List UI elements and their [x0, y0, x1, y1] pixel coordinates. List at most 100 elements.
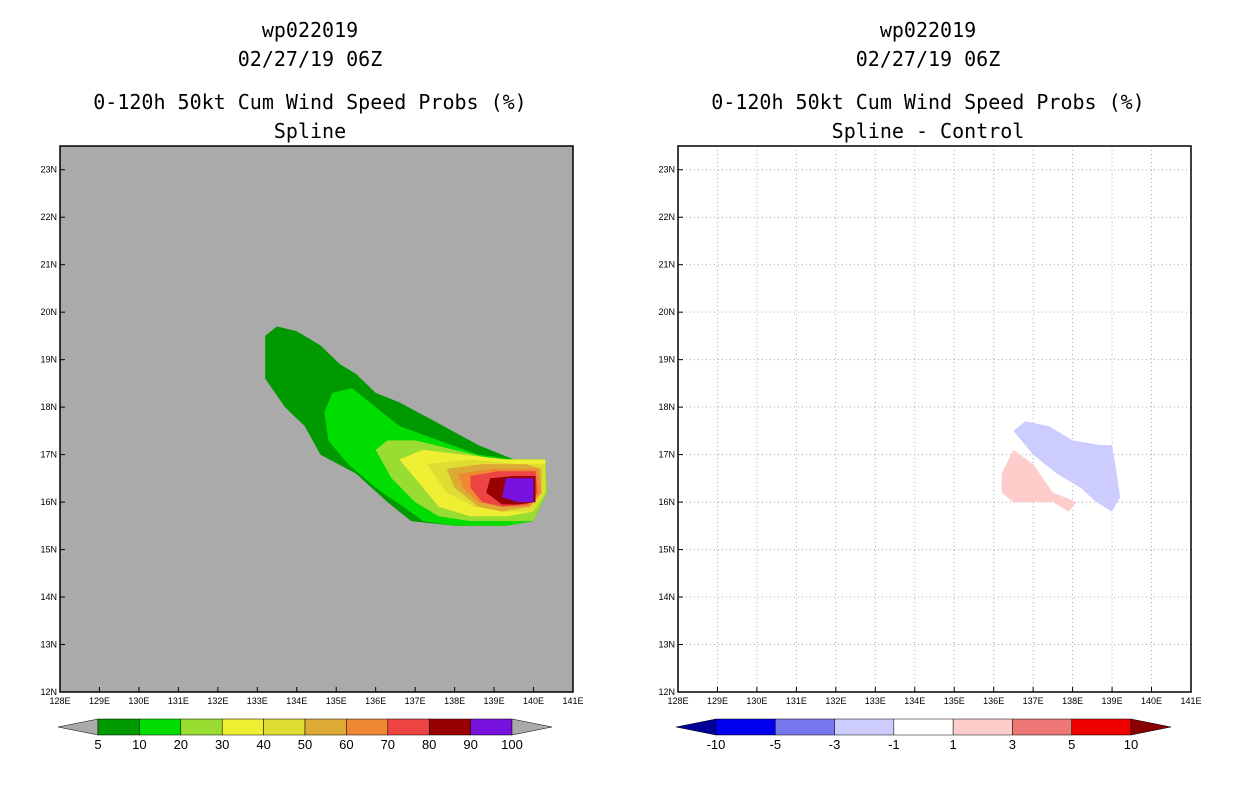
right-colorbar-swatch	[775, 718, 835, 736]
left-x-tick-label: 140E	[523, 696, 544, 706]
right-colorbar-swatch	[834, 718, 895, 736]
right-storm-id: wp022019	[879, 18, 977, 42]
right-x-tick-label: 132E	[825, 696, 846, 706]
right-colorbar-swatch	[715, 718, 776, 736]
right-colorbar-label: 3	[1009, 737, 1016, 752]
right-y-tick-label: 16N	[658, 497, 675, 507]
left-colorbar-label: 70	[381, 737, 395, 752]
right-y-tick-label: 22N	[658, 212, 675, 222]
left-subtitle-line2: Spline	[273, 119, 347, 143]
left-y-tick-label: 22N	[40, 212, 57, 222]
left-datetime: 02/27/19 06Z	[237, 47, 383, 71]
left-colorbar-label: 60	[339, 737, 353, 752]
right-subtitle-line1: 0-120h 50kt Cum Wind Speed Probs (%)	[711, 90, 1145, 114]
right-x-tick-label: 133E	[865, 696, 886, 706]
right-y-tick-label: 23N	[658, 165, 675, 175]
right-colorbar-swatch	[1071, 718, 1132, 736]
left-x-tick-label: 128E	[49, 696, 70, 706]
left-x-tick-label: 136E	[365, 696, 386, 706]
left-colorbar-swatch	[221, 718, 264, 736]
left-x-tick-label: 141E	[562, 696, 583, 706]
right-colorbar-swatch	[952, 718, 1013, 736]
left-x-tick-label: 129E	[89, 696, 110, 706]
right-contour-3	[1001, 449, 1077, 512]
left-colorbar-under-arrow	[57, 718, 99, 736]
left-y-tick-label: 16N	[40, 497, 57, 507]
left-colorbar-label: 20	[174, 737, 188, 752]
right-x-tick-label: 135E	[944, 696, 965, 706]
left-plot-frame	[59, 145, 574, 693]
left-colorbar-label: 10	[132, 737, 146, 752]
left-colorbar-swatch	[428, 718, 471, 736]
right-colorbar-label: 5	[1068, 737, 1075, 752]
left-chart-title: wp022019 02/27/19 06Z	[50, 16, 570, 74]
right-colorbar-swatch	[893, 718, 954, 736]
left-colorbar-swatch	[180, 718, 223, 736]
right-x-tick-label: 130E	[746, 696, 767, 706]
left-y-tick-label: 15N	[40, 545, 57, 555]
left-x-tick-label: 131E	[168, 696, 189, 706]
right-y-tick-label: 15N	[658, 545, 675, 555]
right-x-tick-label: 129E	[707, 696, 728, 706]
left-x-tick-label: 132E	[207, 696, 228, 706]
right-x-tick-label: 131E	[786, 696, 807, 706]
left-y-tick-label: 13N	[40, 640, 57, 650]
left-y-tick-label: 12N	[40, 687, 57, 697]
left-y-tick-label: 19N	[40, 355, 57, 365]
left-contour-90	[502, 478, 534, 503]
left-y-tick-label: 17N	[40, 450, 57, 460]
left-colorbar-swatch	[304, 718, 347, 736]
right-chart-subtitle: 0-120h 50kt Cum Wind Speed Probs (%) Spl…	[668, 88, 1188, 146]
left-colorbar-label: 50	[298, 737, 312, 752]
left-y-tick-label: 21N	[40, 260, 57, 270]
right-y-tick-label: 20N	[658, 307, 675, 317]
right-subtitle-line2: Spline - Control	[831, 119, 1025, 143]
right-y-tick-label: 13N	[658, 640, 675, 650]
left-y-tick-label: 14N	[40, 592, 57, 602]
right-y-tick-label: 14N	[658, 592, 675, 602]
right-colorbar-over-arrow	[1130, 718, 1172, 736]
left-colorbar-over-arrow	[511, 718, 553, 736]
left-x-tick-label: 138E	[444, 696, 465, 706]
left-colorbar-swatch	[263, 718, 306, 736]
right-y-tick-label: 17N	[658, 450, 675, 460]
left-colorbar-swatch	[346, 718, 389, 736]
right-colorbar-label: -10	[707, 737, 726, 752]
right-colorbar-label: -3	[829, 737, 841, 752]
left-colorbar-label: 40	[256, 737, 270, 752]
right-x-tick-label: 128E	[667, 696, 688, 706]
right-y-tick-label: 21N	[658, 260, 675, 270]
right-colorbar-label: 10	[1124, 737, 1138, 752]
left-y-tick-label: 20N	[40, 307, 57, 317]
left-colorbar-label: 80	[422, 737, 436, 752]
left-colorbar-swatch	[470, 718, 513, 736]
right-chart-title: wp022019 02/27/19 06Z	[668, 16, 1188, 74]
right-colorbar-swatch	[1012, 718, 1072, 736]
left-x-tick-label: 134E	[286, 696, 307, 706]
right-x-tick-label: 136E	[983, 696, 1004, 706]
left-y-tick-label: 18N	[40, 402, 57, 412]
right-colorbar-under-arrow	[675, 718, 717, 736]
right-x-tick-label: 138E	[1062, 696, 1083, 706]
left-x-tick-label: 133E	[247, 696, 268, 706]
left-storm-id: wp022019	[261, 18, 359, 42]
right-colorbar-label: 1	[950, 737, 957, 752]
right-x-tick-label: 137E	[1023, 696, 1044, 706]
left-colorbar-label: 100	[501, 737, 523, 752]
left-colorbar-label: 90	[463, 737, 477, 752]
left-y-tick-label: 23N	[40, 165, 57, 175]
right-plot-background	[678, 146, 1191, 692]
right-plot-frame	[677, 145, 1192, 693]
left-x-tick-label: 139E	[484, 696, 505, 706]
right-y-tick-label: 19N	[658, 355, 675, 365]
left-x-tick-label: 130E	[128, 696, 149, 706]
right-datetime: 02/27/19 06Z	[855, 47, 1001, 71]
left-x-tick-label: 135E	[326, 696, 347, 706]
left-colorbar-label: 30	[215, 737, 229, 752]
right-x-tick-label: 139E	[1102, 696, 1123, 706]
left-x-tick-label: 137E	[405, 696, 426, 706]
right-x-tick-label: 140E	[1141, 696, 1162, 706]
left-subtitle-line1: 0-120h 50kt Cum Wind Speed Probs (%)	[93, 90, 527, 114]
right-x-tick-label: 141E	[1180, 696, 1201, 706]
